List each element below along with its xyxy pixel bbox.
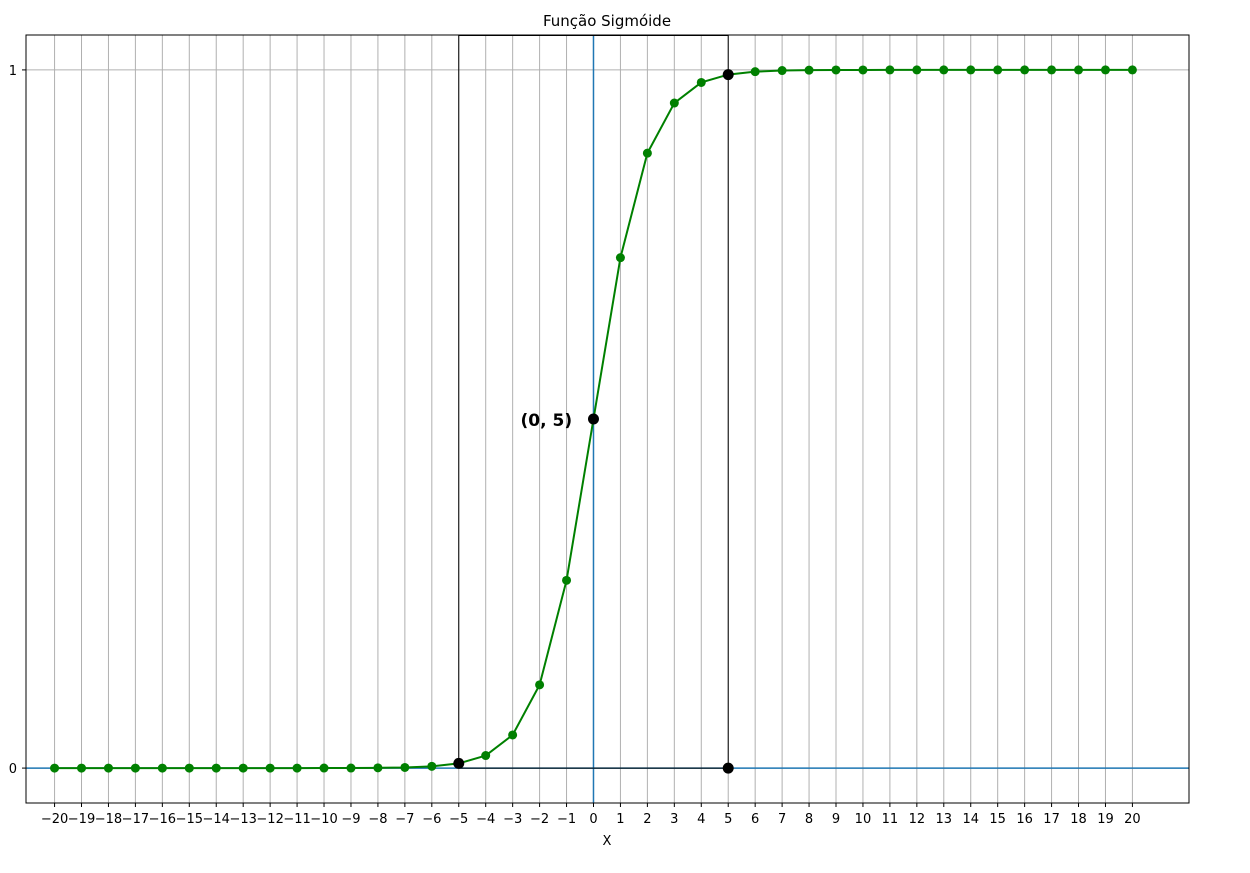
x-tick-label: 2 (643, 812, 651, 827)
x-tick-label: 0 (589, 812, 597, 827)
data-point (346, 763, 356, 773)
data-point (535, 680, 545, 690)
data-point (211, 763, 221, 773)
x-tick-label: −3 (503, 812, 522, 827)
annotations: (0, 5) (521, 411, 573, 431)
x-tick-label: −8 (368, 812, 387, 827)
data-point (939, 65, 949, 75)
highlight-point (587, 413, 599, 425)
data-point (319, 763, 329, 773)
data-point (831, 65, 841, 75)
data-point (912, 65, 922, 75)
x-tick-label: −17 (122, 812, 149, 827)
y-axis-ticks: 01 (9, 64, 26, 777)
x-tick-label: 8 (805, 812, 813, 827)
data-point (966, 65, 976, 75)
x-tick-label: −14 (203, 812, 230, 827)
chart-title: Função Sigmóide (543, 12, 671, 30)
x-tick-label: −5 (449, 812, 468, 827)
x-tick-label: 14 (962, 812, 979, 827)
x-tick-label: −20 (41, 812, 68, 827)
x-tick-label: 6 (751, 812, 759, 827)
x-tick-label: −15 (176, 812, 203, 827)
highlight-points (453, 69, 734, 774)
data-point (373, 763, 383, 773)
x-tick-label: −6 (422, 812, 441, 827)
x-tick-label: 18 (1070, 812, 1087, 827)
highlight-point (453, 757, 465, 769)
data-point (1047, 65, 1057, 75)
data-point (400, 762, 410, 772)
data-point (1074, 65, 1084, 75)
x-tick-label: −7 (395, 812, 414, 827)
plot-frame (25, 34, 1190, 804)
x-tick-label: −19 (68, 812, 95, 827)
x-tick-label: 15 (989, 812, 1006, 827)
data-point (750, 67, 760, 77)
data-point (669, 98, 679, 108)
data-point (184, 763, 194, 773)
data-point (238, 763, 248, 773)
data-point (50, 763, 60, 773)
x-tick-label: 19 (1097, 812, 1114, 827)
x-axis-ticks: −20 −19 −18 −17 −16 −15 −14 −13 −12 −11 −10 −9 −8 −7−… (41, 803, 1141, 827)
grid-lines (26, 35, 1189, 803)
annotation-label: (0, 5) (521, 411, 573, 431)
x-tick-label: 13 (936, 812, 953, 827)
data-point (1100, 65, 1110, 75)
x-tick-label: 11 (882, 812, 899, 827)
x-tick-label: 3 (670, 812, 678, 827)
data-point (642, 148, 652, 158)
x-tick-label: 7 (778, 812, 786, 827)
x-tick-label: −18 (95, 812, 122, 827)
data-point (481, 751, 491, 761)
x-tick-label: −16 (149, 812, 176, 827)
x-tick-label: 4 (697, 812, 705, 827)
x-tick-label: 5 (724, 812, 732, 827)
x-tick-label: 16 (1016, 812, 1033, 827)
x-tick-label: −4 (476, 812, 495, 827)
data-point (777, 66, 787, 76)
x-tick-label: −9 (341, 812, 360, 827)
data-point (804, 65, 814, 75)
y-tick-label: 1 (9, 64, 17, 79)
x-tick-label: 20 (1124, 812, 1141, 827)
x-tick-label: 1 (616, 812, 624, 827)
data-point (427, 761, 437, 771)
data-point (615, 253, 625, 263)
data-point (1127, 65, 1137, 75)
x-tick-label: 12 (909, 812, 926, 827)
data-point (993, 65, 1003, 75)
x-tick-label: −12 (256, 812, 283, 827)
data-point (265, 763, 275, 773)
y-tick-label: 0 (9, 762, 17, 777)
x-tick-label: 9 (832, 812, 840, 827)
x-tick-label: 10 (855, 812, 872, 827)
data-point (858, 65, 868, 75)
data-point (157, 763, 167, 773)
x-tick-label: −1 (557, 812, 576, 827)
data-point (562, 575, 572, 585)
highlight-point (722, 69, 734, 81)
x-tick-label: −13 (229, 812, 256, 827)
x-tick-label: −2 (530, 812, 549, 827)
x-tick-label: 17 (1043, 812, 1060, 827)
highlight-point (722, 762, 734, 774)
x-tick-label: −11 (283, 812, 310, 827)
data-point (130, 763, 140, 773)
data-point (77, 763, 87, 773)
data-point (508, 730, 518, 740)
data-point (885, 65, 895, 75)
data-point (696, 77, 706, 87)
x-axis-label: X (603, 834, 612, 849)
data-point (292, 763, 302, 773)
data-point (1020, 65, 1030, 75)
data-point (103, 763, 113, 773)
x-tick-label: −10 (310, 812, 337, 827)
